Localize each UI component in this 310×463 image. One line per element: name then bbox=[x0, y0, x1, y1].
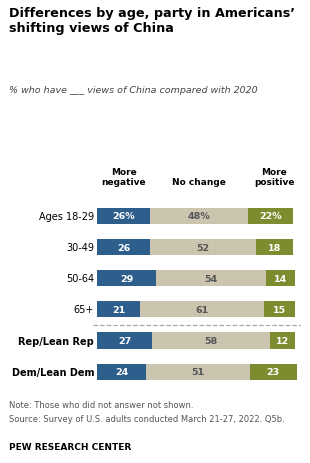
Bar bbox=[97, 301, 140, 318]
Text: 51: 51 bbox=[191, 367, 204, 376]
Text: 27: 27 bbox=[118, 336, 131, 345]
Bar bbox=[256, 239, 293, 256]
Text: Note: Those who did not answer not shown.: Note: Those who did not answer not shown… bbox=[9, 400, 194, 409]
Bar bbox=[146, 364, 250, 380]
Text: 52: 52 bbox=[197, 243, 210, 252]
Bar bbox=[140, 301, 264, 318]
Text: 48%: 48% bbox=[188, 212, 210, 221]
Text: 23: 23 bbox=[267, 367, 280, 376]
Text: 14: 14 bbox=[274, 274, 287, 283]
Text: Dem/Lean Dem: Dem/Lean Dem bbox=[11, 367, 94, 377]
Text: Rep/Lean Rep: Rep/Lean Rep bbox=[18, 336, 94, 346]
Text: 50-64: 50-64 bbox=[66, 274, 94, 284]
Bar bbox=[97, 239, 150, 256]
Bar bbox=[97, 364, 146, 380]
Text: No change: No change bbox=[172, 178, 226, 187]
Bar bbox=[156, 270, 266, 287]
Text: More
negative: More negative bbox=[101, 167, 146, 187]
Bar bbox=[250, 364, 297, 380]
Text: 18: 18 bbox=[268, 243, 281, 252]
Bar bbox=[150, 208, 248, 225]
Bar bbox=[266, 270, 294, 287]
Bar bbox=[97, 333, 152, 349]
Text: Differences by age, party in Americans’
shifting views of China: Differences by age, party in Americans’ … bbox=[9, 7, 295, 35]
Text: 26%: 26% bbox=[112, 212, 135, 221]
Bar bbox=[150, 239, 256, 256]
Text: 24: 24 bbox=[115, 367, 128, 376]
Text: % who have ___ views of China compared with 2020: % who have ___ views of China compared w… bbox=[9, 86, 258, 94]
Text: 22%: 22% bbox=[259, 212, 281, 221]
Text: PEW RESEARCH CENTER: PEW RESEARCH CENTER bbox=[9, 443, 131, 451]
Text: 54: 54 bbox=[205, 274, 218, 283]
Text: 30-49: 30-49 bbox=[66, 243, 94, 252]
Text: 15: 15 bbox=[273, 305, 286, 314]
Text: Source: Survey of U.S. adults conducted March 21-27, 2022. Q5b.: Source: Survey of U.S. adults conducted … bbox=[9, 414, 285, 423]
Bar bbox=[248, 208, 293, 225]
Text: 21: 21 bbox=[112, 305, 125, 314]
Text: More
positive: More positive bbox=[254, 167, 294, 187]
Text: 58: 58 bbox=[205, 336, 218, 345]
Text: 12: 12 bbox=[276, 336, 289, 345]
Text: 29: 29 bbox=[120, 274, 133, 283]
Text: 26: 26 bbox=[117, 243, 130, 252]
Bar bbox=[264, 301, 294, 318]
Text: 61: 61 bbox=[195, 305, 209, 314]
Text: 65+: 65+ bbox=[74, 305, 94, 315]
Bar bbox=[152, 333, 270, 349]
Bar bbox=[97, 270, 156, 287]
Bar bbox=[97, 208, 150, 225]
Bar bbox=[270, 333, 294, 349]
Text: Ages 18-29: Ages 18-29 bbox=[39, 212, 94, 221]
